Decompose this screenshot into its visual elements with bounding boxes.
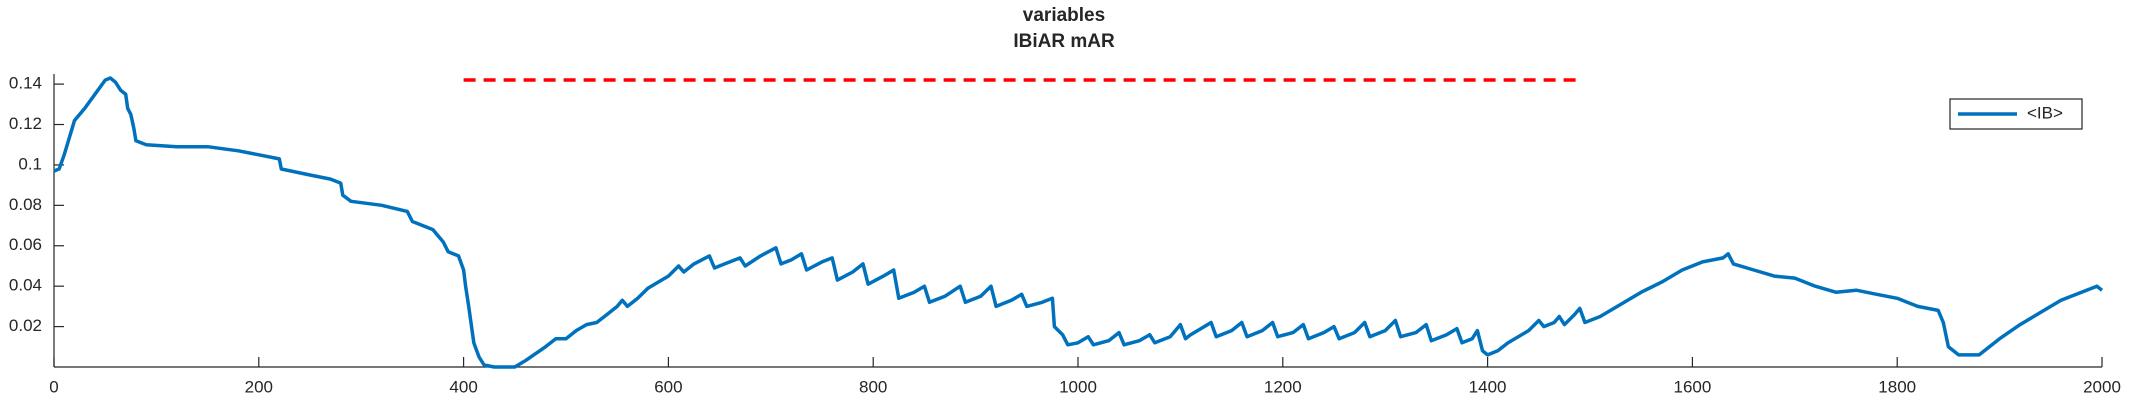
- x-tick-label: 0: [49, 377, 58, 396]
- x-tick-label: 2000: [2083, 377, 2121, 396]
- x-tick-label: 600: [654, 377, 682, 396]
- legend-label: <IB>: [2027, 103, 2063, 122]
- x-tick-label: 200: [245, 377, 273, 396]
- series-line: [53, 76, 2104, 369]
- chart-subtitle: IBiAR mAR: [1013, 31, 1115, 52]
- x-tick-label: 1400: [1469, 377, 1507, 396]
- x-tick-label: 800: [859, 377, 887, 396]
- y-tick-label: 0.06: [9, 235, 42, 254]
- x-tick-label: 1200: [1264, 377, 1302, 396]
- chart-title: variables: [1023, 5, 1105, 26]
- y-tick-label: 0.02: [9, 316, 42, 335]
- x-tick-label: 1800: [1878, 377, 1916, 396]
- x-tick-label: 1000: [1059, 377, 1097, 396]
- x-tick-label: 400: [449, 377, 477, 396]
- y-tick-label: 0.04: [9, 276, 42, 295]
- y-tick-label: 0.08: [9, 195, 42, 214]
- x-tick-label: 1600: [1673, 377, 1711, 396]
- y-tick-label: 0.12: [9, 114, 42, 133]
- y-tick-label: 0.14: [9, 74, 42, 93]
- y-tick-label: 0.1: [18, 154, 42, 173]
